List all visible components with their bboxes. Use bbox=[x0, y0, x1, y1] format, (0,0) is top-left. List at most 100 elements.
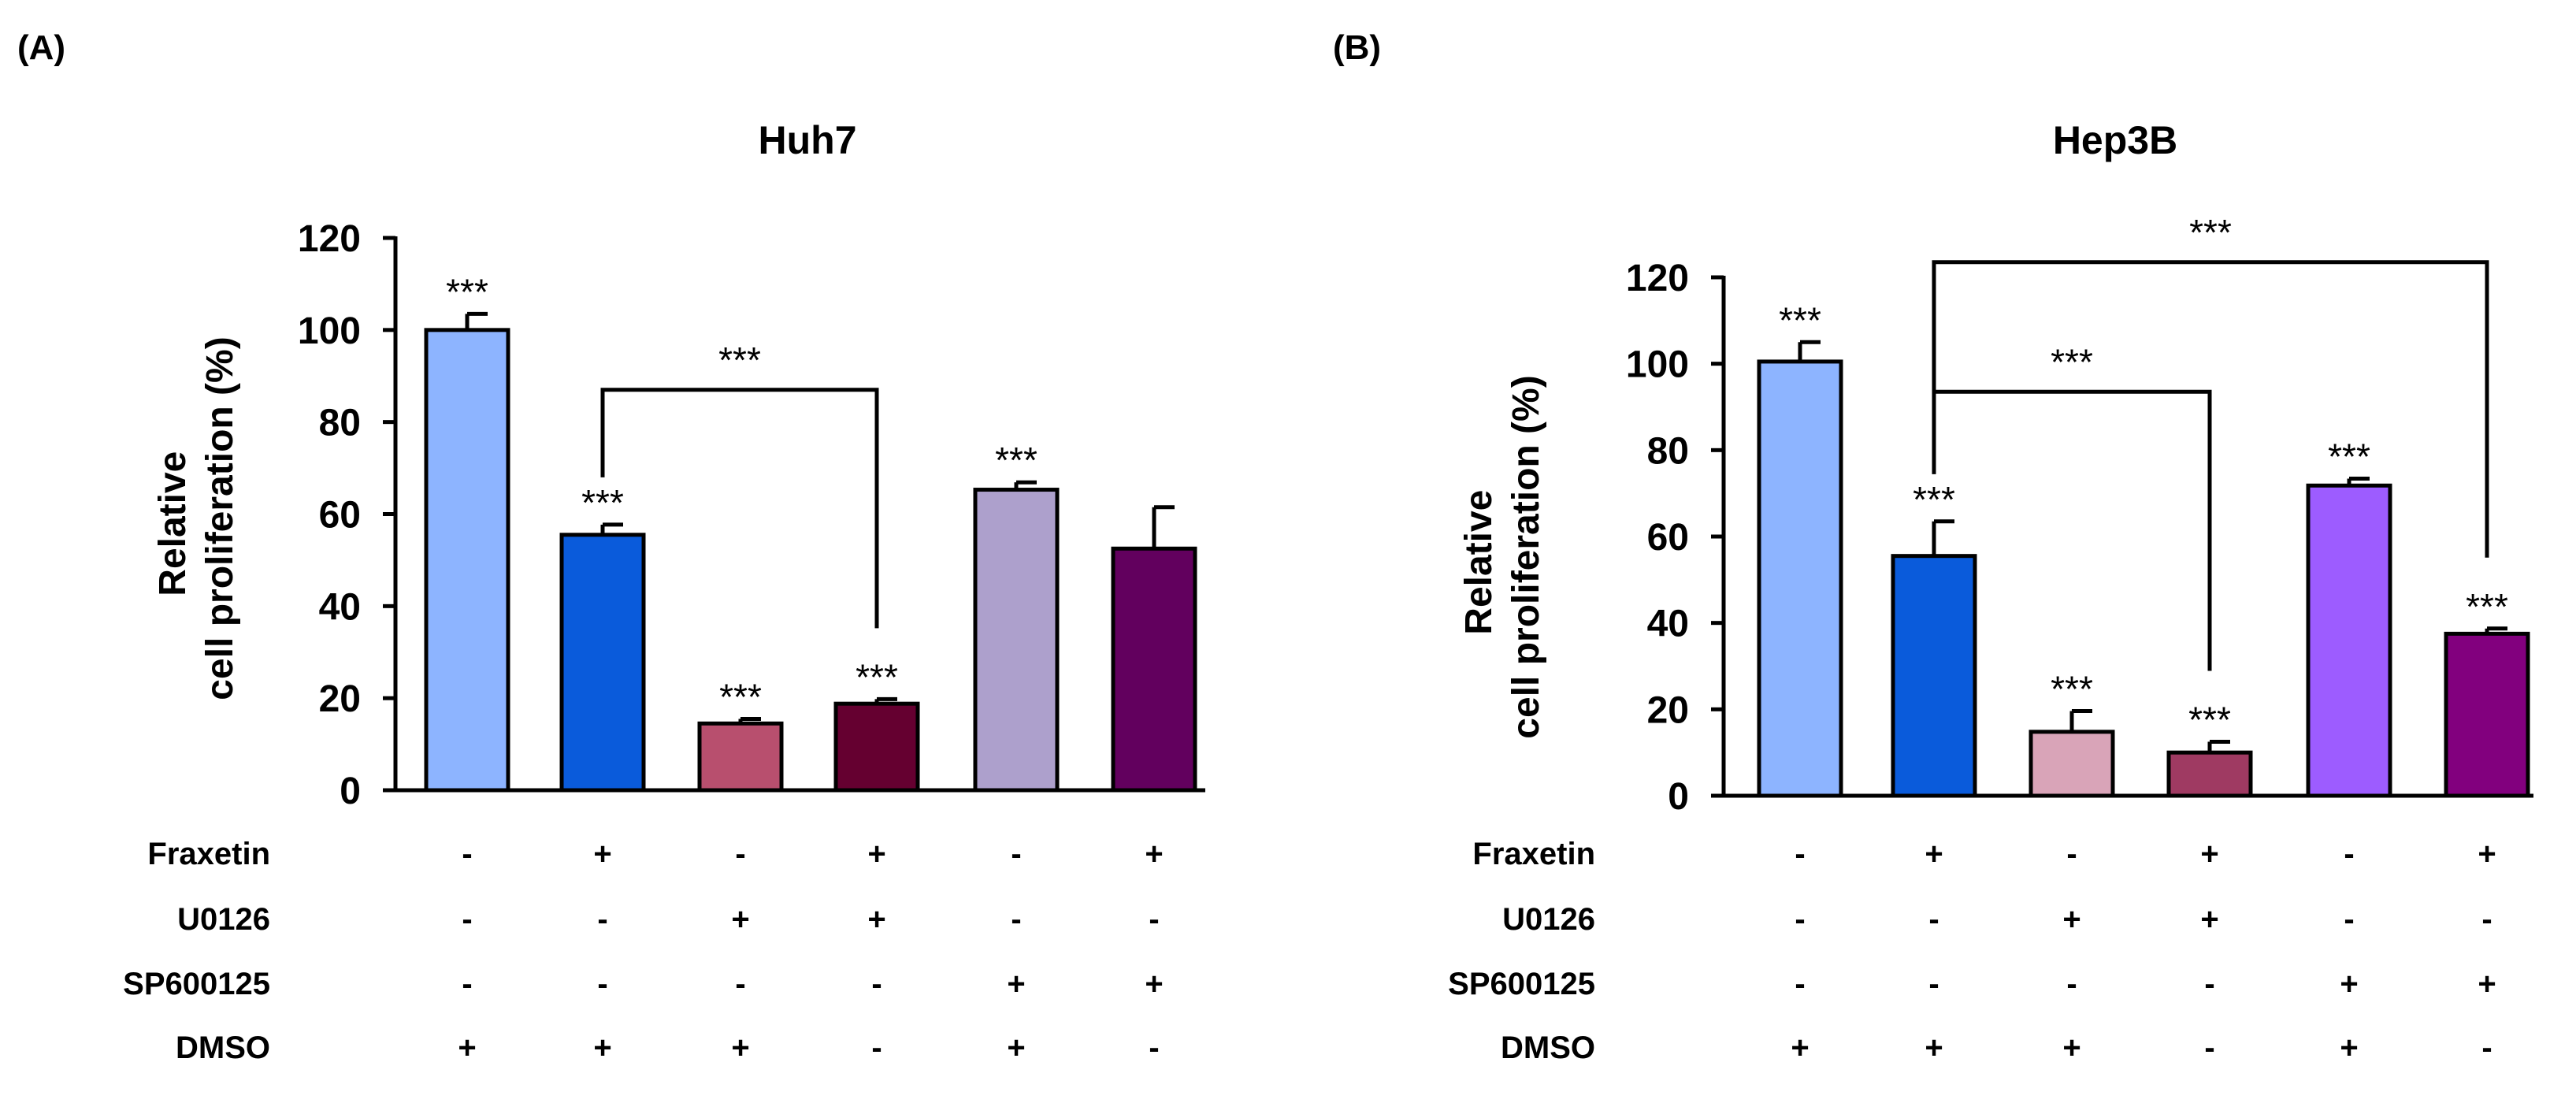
panel-a-ytick-label: 40 bbox=[319, 586, 361, 628]
panel-a-significance: *** bbox=[446, 271, 488, 312]
panel-b-bar bbox=[2306, 483, 2392, 798]
panel-b-treatment-symbol: + bbox=[2062, 1031, 2080, 1065]
panel-a-ytick-label: 20 bbox=[319, 678, 361, 720]
panel-a-bar bbox=[697, 721, 784, 793]
panel-a-ylabel-line1: Relative bbox=[152, 451, 194, 596]
panel-a-significance: *** bbox=[856, 656, 898, 697]
panel-b-treatment-label: DMSO bbox=[1501, 1031, 1595, 1065]
panel-b-significance: *** bbox=[2051, 669, 2093, 710]
panel-b-bracket-label: *** bbox=[2051, 341, 2093, 382]
panel-a-treatment-symbol: + bbox=[1007, 967, 1025, 1001]
panel-b-treatment-label: SP600125 bbox=[1448, 967, 1595, 1001]
panel-a-bar bbox=[1111, 546, 1197, 793]
panel-b-treatment-symbol: + bbox=[2062, 902, 2080, 937]
panel-b-treatment-symbol: - bbox=[2066, 837, 2077, 871]
panel-a-ytick-label: 120 bbox=[298, 218, 361, 260]
panel-b-ytick-label: 20 bbox=[1647, 689, 1689, 731]
panel-a-treatment-label: Fraxetin bbox=[147, 837, 270, 871]
panel-a-plot: 0 20 40 60 80 100 120 *** *** *** *** *** *** Fraxeti… bbox=[123, 218, 1205, 1065]
panel-a-treatment-label: DMSO bbox=[176, 1031, 270, 1065]
panel-a-treatment-symbol: - bbox=[735, 837, 745, 871]
panel-a-treatment-label: U0126 bbox=[177, 902, 270, 937]
panel-a-ylabel-line2: cell proliferation (%) bbox=[199, 336, 241, 700]
panel-b-bracket bbox=[1932, 260, 2489, 558]
panel-b-ytick-label: 100 bbox=[1626, 344, 1689, 386]
panel-b-treatment-symbol: - bbox=[1928, 967, 1939, 1001]
panel-a-label: (A) bbox=[17, 28, 65, 67]
panel-b-treatment-symbol: - bbox=[2066, 967, 2077, 1001]
panel-b-significance: *** bbox=[1779, 299, 1821, 340]
panel-a-treatment-symbol: - bbox=[735, 967, 745, 1001]
panel-b-significance: *** bbox=[2328, 436, 2370, 477]
panel-b-treatment-symbol: + bbox=[2478, 837, 2496, 871]
panel-b-treatment-symbol: - bbox=[2344, 837, 2354, 871]
panel-b-treatment-symbol: + bbox=[2478, 967, 2496, 1001]
panel-a-treatment-symbol: + bbox=[731, 902, 749, 937]
panel-a-ytick-label: 60 bbox=[319, 495, 361, 537]
panel-a-treatment-symbol: - bbox=[597, 967, 607, 1001]
panel-a-treatment-symbol: + bbox=[867, 902, 885, 937]
panel-b-treatment-symbol: - bbox=[2204, 1031, 2214, 1065]
panel-b-treatment-label: Fraxetin bbox=[1472, 837, 1595, 871]
panel-a-treatment-symbol: + bbox=[731, 1031, 749, 1065]
panel-a-treatment-symbol: + bbox=[458, 1031, 476, 1065]
panel-a-significance: *** bbox=[995, 440, 1037, 481]
panel-a-treatment-symbol: - bbox=[1011, 837, 1021, 871]
panel-b-treatment-symbol: + bbox=[1925, 837, 1943, 871]
panel-b-bar bbox=[2444, 631, 2530, 798]
panel-a-treatment-symbol: - bbox=[1149, 902, 1159, 937]
panel-a-treatment-symbol: - bbox=[597, 902, 607, 937]
panel-b-treatment-symbol: - bbox=[1795, 967, 1805, 1001]
panel-b-treatment-symbol: - bbox=[1795, 837, 1805, 871]
panel-a-bar bbox=[973, 488, 1060, 793]
panel-b-treatment-symbol: + bbox=[1925, 1031, 1943, 1065]
panel-b-treatment-symbol: - bbox=[1795, 902, 1805, 937]
panel-b-significance: *** bbox=[1913, 479, 1955, 520]
panel-b-plot: 0 20 40 60 80 100 120 *** *** *** *** *** *** *** *** F… bbox=[1448, 212, 2533, 1065]
panel-b-treatment-symbol: + bbox=[2200, 837, 2218, 871]
panel-a-treatment-symbol: - bbox=[871, 1031, 882, 1065]
panel-b-ytick-label: 80 bbox=[1647, 430, 1689, 472]
panel-a-ytick-label: 100 bbox=[298, 310, 361, 352]
panel-a-bar bbox=[833, 701, 920, 793]
panel-b-treatment-symbol: - bbox=[2344, 902, 2354, 937]
panel-a-treatment-symbol: - bbox=[871, 967, 882, 1001]
panel-a-significance: *** bbox=[719, 676, 762, 717]
panel-a-ylabel: Relative cell proliferation (%) bbox=[152, 336, 241, 700]
panel-b-title: Hep3B bbox=[2053, 118, 2177, 162]
panel-a-ytick-label: 0 bbox=[340, 771, 361, 812]
panel-a-treatment-symbol: + bbox=[593, 837, 611, 871]
panel-b-treatment-symbol: - bbox=[2481, 1031, 2492, 1065]
panel-a-treatment-symbol: + bbox=[1145, 967, 1163, 1001]
panel-b-bar bbox=[1891, 554, 1977, 798]
panel-b-treatment-label: U0126 bbox=[1502, 902, 1595, 937]
panel-b-bar bbox=[1757, 359, 1843, 798]
panel-a-bracket bbox=[600, 388, 879, 629]
panel-a-treatment-symbol: - bbox=[1149, 1031, 1159, 1065]
panel-a-treatment-symbol: - bbox=[462, 902, 472, 937]
panel-b-ytick-label: 0 bbox=[1668, 776, 1689, 818]
panel-b-treatment-symbol: + bbox=[2340, 1031, 2358, 1065]
panel-a-ytick-label: 80 bbox=[319, 403, 361, 444]
panel-a: (A) Huh7 Relative cell proliferation (%)… bbox=[17, 28, 1205, 1065]
panel-a-significance: *** bbox=[581, 482, 624, 523]
panel-b-ytick-label: 120 bbox=[1626, 258, 1689, 299]
panel-b-ylabel-line2: cell proliferation (%) bbox=[1505, 375, 1547, 738]
panel-a-bar bbox=[559, 533, 646, 793]
panel-b-ylabel-line1: Relative bbox=[1458, 490, 1500, 635]
panel-b-significance: *** bbox=[2188, 699, 2231, 740]
panel-a-bracket-label: *** bbox=[718, 340, 761, 381]
panel-b-bracket-label: *** bbox=[2189, 212, 2232, 253]
panel-a-treatment-symbol: + bbox=[593, 1031, 611, 1065]
panel-b-treatment-symbol: - bbox=[2481, 902, 2492, 937]
panel-b-treatment-symbol: - bbox=[2204, 967, 2214, 1001]
panel-b-treatment-symbol: + bbox=[1791, 1031, 1809, 1065]
panel-a-treatment-symbol: + bbox=[1145, 837, 1163, 871]
panel-b-ylabel: Relative cell proliferation (%) bbox=[1458, 375, 1547, 738]
panel-b: (B) Hep3B Relative cell proliferation (%… bbox=[1333, 28, 2533, 1065]
panel-a-bar bbox=[424, 328, 510, 793]
panel-b-ytick-label: 60 bbox=[1647, 517, 1689, 559]
panel-b-ytick-label: 40 bbox=[1647, 603, 1689, 645]
panel-b-significance: *** bbox=[2466, 586, 2508, 627]
